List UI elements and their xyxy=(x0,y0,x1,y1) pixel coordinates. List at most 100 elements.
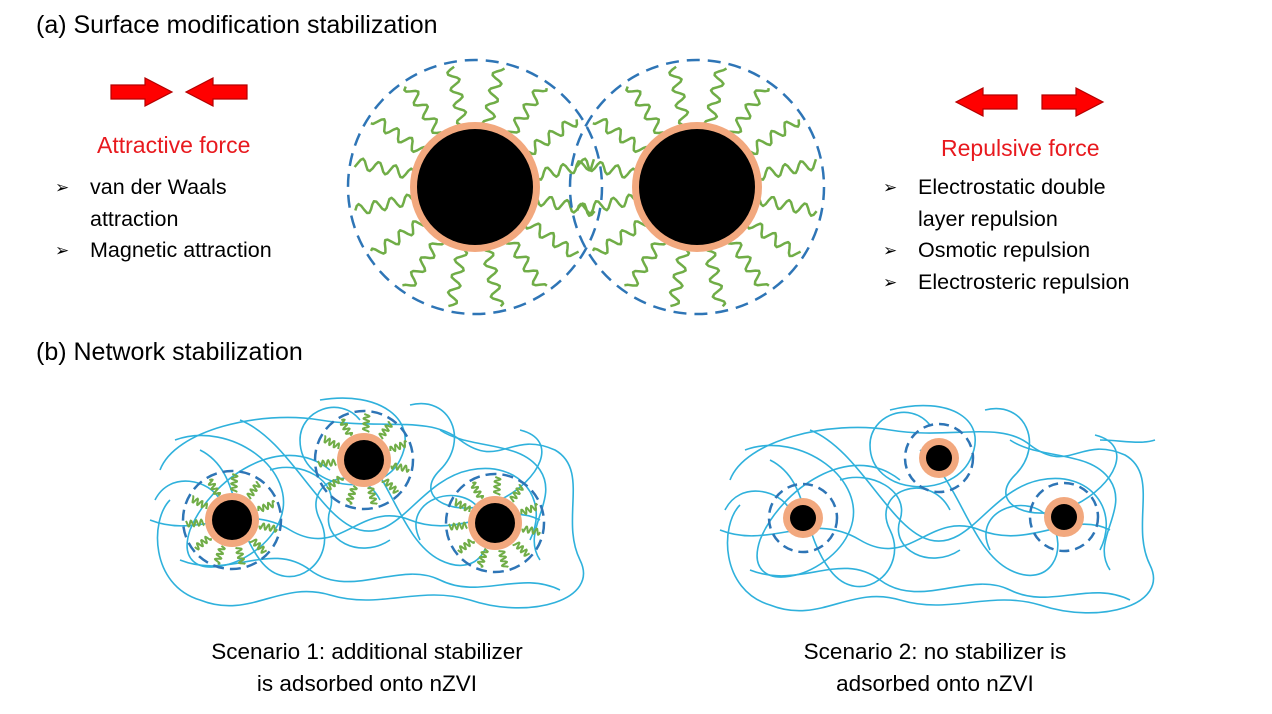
polymer-chains xyxy=(353,65,596,308)
polymer-chain xyxy=(483,249,505,308)
polymer-chain xyxy=(446,65,468,126)
polymer-chain xyxy=(527,119,579,156)
polymer-chain xyxy=(249,538,268,554)
polymer-chain xyxy=(230,472,239,493)
polymer-chain xyxy=(592,118,648,154)
polymer-chain xyxy=(378,420,393,440)
polymer-chain xyxy=(524,222,580,258)
scenario2-particle-2 xyxy=(903,422,975,494)
arrow-left-icon xyxy=(184,77,248,107)
repulsive-arrows xyxy=(954,87,1105,117)
polymer-chain xyxy=(498,549,509,568)
polymer-chain xyxy=(326,475,344,491)
polymer-chain xyxy=(668,65,690,126)
scenario1-particle-2 xyxy=(313,409,415,511)
polymer-chain xyxy=(362,412,371,433)
polymer-chain xyxy=(625,86,664,135)
stabilizer-boundary xyxy=(313,409,415,511)
repulsive-force-title: Repulsive force xyxy=(941,135,1100,161)
scenario2-particle-1 xyxy=(767,482,839,554)
polymer-chain xyxy=(758,195,818,217)
scenario1-particle-1 xyxy=(181,469,283,571)
polymer-chain xyxy=(213,545,226,565)
stabilizer-boundary xyxy=(1028,481,1100,553)
polymer-chain xyxy=(367,486,378,505)
section-b-title: (b) Network stabilization xyxy=(36,338,303,366)
arrow-right-icon xyxy=(110,77,174,107)
polymer-chain xyxy=(668,249,691,308)
polymer-chains xyxy=(575,65,818,308)
polymer-chain xyxy=(446,249,469,308)
arrow-right-icon xyxy=(1041,87,1105,117)
section-a-title: (a) Surface modification stabilization xyxy=(36,11,438,39)
polymer-chain xyxy=(323,435,340,450)
arrow-bullet-icon: ➢ xyxy=(883,272,898,292)
arrow-bullet-icon: ➢ xyxy=(55,241,70,260)
polymer-chain xyxy=(207,478,222,497)
nzvi-core xyxy=(212,500,252,540)
stabilized-particle-left xyxy=(346,58,604,316)
stabilizer-boundary xyxy=(903,422,975,494)
polymer-chain xyxy=(339,418,354,437)
nzvi-core xyxy=(1051,504,1077,530)
polymer-chain xyxy=(749,119,801,156)
scenario1-caption: Scenario 1: additional stabilizer is adso… xyxy=(211,639,523,696)
polymer-chain xyxy=(381,478,400,494)
list-item: ➢ Electrosteric repulsion xyxy=(883,267,1130,299)
polymer-chain xyxy=(448,521,468,531)
polymer-chain xyxy=(703,67,728,124)
polymer-chain xyxy=(505,241,548,287)
polymer-chain xyxy=(705,249,727,308)
stabilizer-boundary xyxy=(767,482,839,554)
scenario1-particle-3 xyxy=(444,472,546,574)
polymer-chains xyxy=(317,412,410,505)
polymer-chain xyxy=(575,157,636,179)
polymer-chain xyxy=(354,193,414,215)
polymer-chain xyxy=(476,548,489,568)
stabilizer-boundary xyxy=(346,58,604,316)
polymer-chain xyxy=(345,485,358,505)
nzvi-core xyxy=(639,129,755,245)
polymer-chain xyxy=(509,483,524,503)
list-item: ➢ Osmotic repulsion xyxy=(883,235,1130,267)
polymer-chain xyxy=(185,518,205,528)
polymer-chain xyxy=(746,222,802,258)
polymer-chain xyxy=(624,242,667,287)
polymer-chain xyxy=(390,462,410,473)
polymer-chain xyxy=(389,439,408,453)
arrow-bullet-icon: ➢ xyxy=(55,178,70,197)
polymer-chain xyxy=(538,158,596,181)
attractive-force-title: Attractive force xyxy=(97,132,251,158)
attractive-force-list: ➢ van der Waals attraction ➢ Magnetic attra… xyxy=(55,172,272,267)
polymer-chain xyxy=(576,193,636,215)
nzvi-core xyxy=(344,440,384,480)
polymer-chain xyxy=(729,88,770,134)
repulsive-force-list: ➢ Electrostatic double layer repulsion ➢ Os… xyxy=(883,172,1130,298)
polymer-chain xyxy=(257,499,276,513)
list-item: ➢ Magnetic attraction xyxy=(55,235,272,267)
stabilizer-boundary xyxy=(568,58,826,316)
polymer-chain xyxy=(521,525,541,536)
nzvi-core xyxy=(790,505,816,531)
polymer-chain xyxy=(194,535,212,551)
nzvi-core xyxy=(475,503,515,543)
polymer-chain xyxy=(493,475,502,496)
polymer-chain xyxy=(591,220,647,255)
nzvi-core xyxy=(417,129,533,245)
list-item: ➢ van der Waals attraction xyxy=(55,172,272,235)
stabilizer-boundary xyxy=(444,472,546,574)
scenario2-caption: Scenario 2: no stabilizer is adsorbed ont… xyxy=(803,639,1067,696)
polymer-chain xyxy=(507,88,548,134)
polymer-chain xyxy=(235,546,246,565)
polymer-chain xyxy=(520,502,539,516)
polymer-chains xyxy=(448,475,541,568)
attractive-arrows xyxy=(110,77,248,107)
polymer-chain xyxy=(402,242,445,287)
polymer-chain xyxy=(457,538,475,554)
polymer-chain xyxy=(403,86,442,135)
polymer-chain xyxy=(317,458,337,468)
polymer-chain xyxy=(481,67,506,124)
polymer-chain xyxy=(369,220,425,255)
arrow-bullet-icon: ➢ xyxy=(883,178,898,197)
